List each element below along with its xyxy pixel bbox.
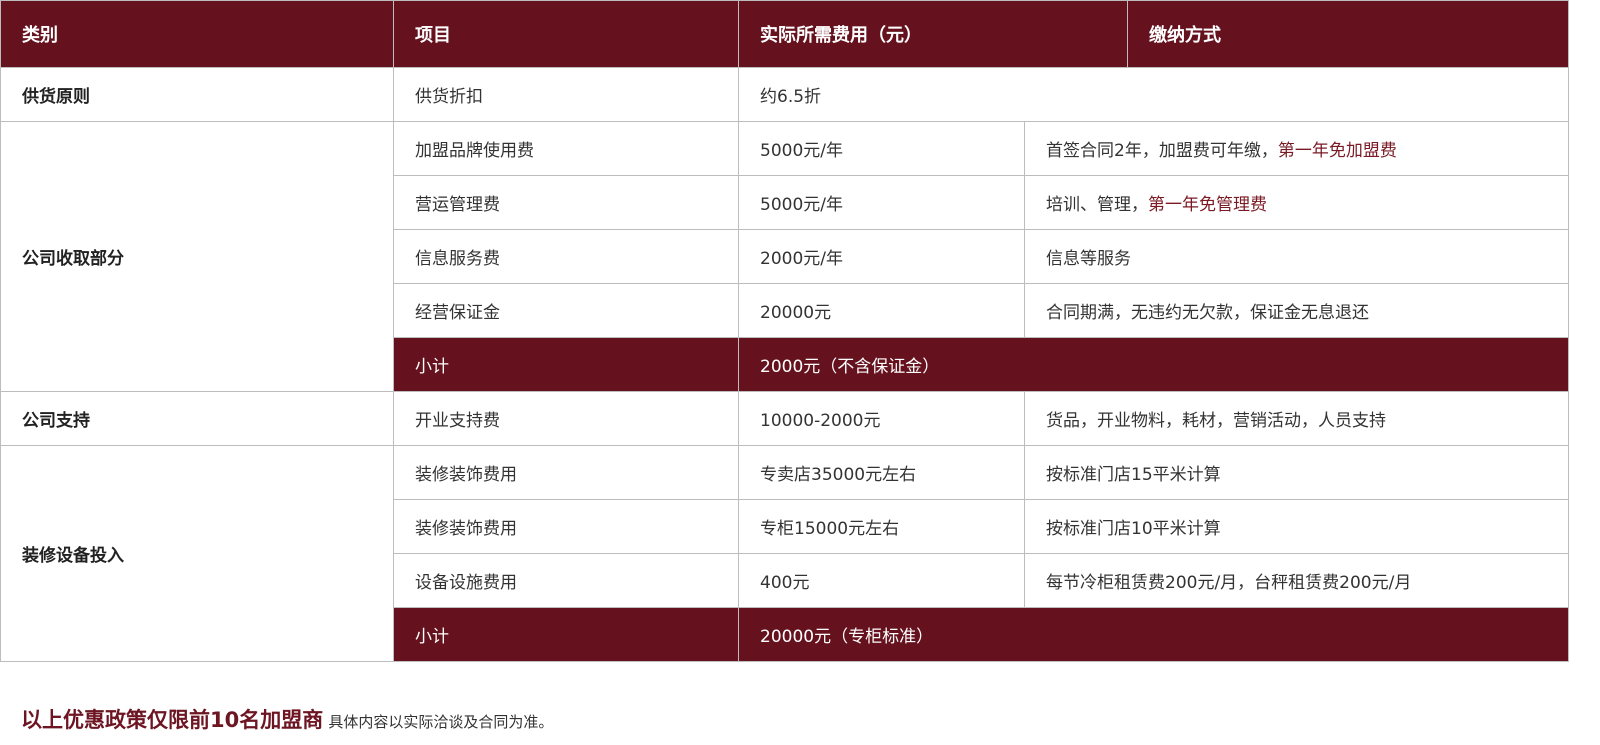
cost-cell: 10000-2000元 [738, 391, 1025, 446]
payment-highlight: 第一年免加盟费 [1277, 141, 1397, 161]
cost-cell: 专卖店35000元左右 [738, 445, 1025, 500]
item-cell: 供货折扣 [393, 67, 739, 122]
header-payment: 缴纳方式 [1127, 0, 1569, 68]
payment-text: 首签合同2年，加盟费可年缴， [1046, 141, 1278, 161]
payment-cell: 每节冷柜租赁费200元/月，台秤租赁费200元/月 [1024, 553, 1569, 608]
cost-cell: 5000元/年 [738, 175, 1025, 230]
cost-cell: 2000元/年 [738, 229, 1025, 284]
payment-cell: 培训、管理，第一年免管理费 [1024, 175, 1569, 230]
cost-cell: 约6.5折 [738, 67, 1569, 122]
table-row: 设备设施费用 400元 每节冷柜租赁费200元/月，台秤租赁费200元/月 [1, 553, 1569, 608]
subtotal-value: 2000元（不含保证金） [738, 337, 1569, 392]
item-cell: 设备设施费用 [393, 553, 739, 608]
table-row: 营运管理费 5000元/年 培训、管理，第一年免管理费 [1, 175, 1569, 230]
header-category: 类别 [0, 0, 394, 68]
item-cell: 经营保证金 [393, 283, 739, 338]
item-cell: 加盟品牌使用费 [393, 121, 739, 176]
payment-cell: 首签合同2年，加盟费可年缴，第一年免加盟费 [1024, 121, 1569, 176]
footer-note: 以上优惠政策仅限前10名加盟商 具体内容以实际洽谈及合同为准。 [21, 704, 553, 734]
table-row: 信息服务费 2000元/年 信息等服务 [1, 229, 1569, 284]
payment-cell: 合同期满，无违约无欠款，保证金无息退还 [1024, 283, 1569, 338]
subtotal-row: 小计 2000元（不含保证金） [1, 337, 1569, 392]
table-row: 公司收取部分 加盟品牌使用费 5000元/年 首签合同2年，加盟费可年缴，第一年… [0, 121, 1569, 392]
item-cell: 信息服务费 [393, 229, 739, 284]
item-cell: 装修装饰费用 [393, 445, 739, 500]
footer-highlight: 以上优惠政策仅限前10名加盟商 [21, 708, 324, 732]
item-cell: 装修装饰费用 [393, 499, 739, 554]
subtotal-label: 小计 [393, 607, 739, 662]
subtotal-label: 小计 [393, 337, 739, 392]
item-cell: 开业支持费 [393, 391, 739, 446]
cost-cell: 专柜15000元左右 [738, 499, 1025, 554]
payment-cell: 信息等服务 [1024, 229, 1569, 284]
table-row: 装修设备投入 装修装饰费用 专卖店35000元左右 按标准门店15平米计算 [0, 445, 1569, 662]
header-cost: 实际所需费用（元） [738, 0, 1128, 68]
category-cell: 装修设备投入 [0, 445, 394, 662]
category-cell: 供货原则 [0, 67, 394, 122]
cost-cell: 20000元 [738, 283, 1025, 338]
payment-cell: 按标准门店10平米计算 [1024, 499, 1569, 554]
payment-highlight: 第一年免管理费 [1148, 195, 1267, 215]
cost-cell: 5000元/年 [738, 121, 1025, 176]
payment-cell: 货品，开业物料，耗材，营销活动，人员支持 [1024, 391, 1569, 446]
table-row: 供货原则 供货折扣 约6.5折 [0, 67, 1569, 122]
subtotal-row: 小计 20000元（专柜标准） [1, 607, 1569, 662]
payment-text: 培训、管理， [1046, 195, 1148, 215]
franchise-fee-table: 类别 项目 实际所需费用（元） 缴纳方式 供货原则 供货折扣 约6.5折 公司收… [0, 0, 1569, 662]
header-item: 项目 [393, 0, 739, 68]
item-cell: 营运管理费 [393, 175, 739, 230]
table-row: 公司支持 开业支持费 10000-2000元 货品，开业物料，耗材，营销活动，人… [0, 391, 1569, 446]
footer-text: 具体内容以实际洽谈及合同为准。 [328, 713, 554, 731]
category-cell: 公司收取部分 [0, 121, 394, 392]
payment-cell: 按标准门店15平米计算 [1024, 445, 1569, 500]
cost-cell: 400元 [738, 553, 1025, 608]
category-cell: 公司支持 [0, 391, 394, 446]
subtotal-value: 20000元（专柜标准） [738, 607, 1569, 662]
header-row: 类别 项目 实际所需费用（元） 缴纳方式 [0, 0, 1569, 68]
